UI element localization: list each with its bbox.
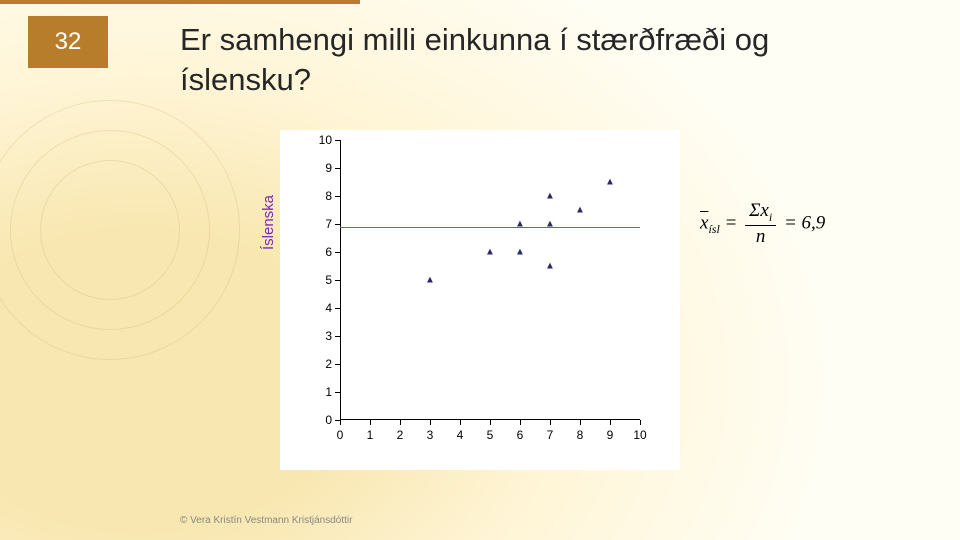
y-tick-label: 10 <box>319 133 332 147</box>
y-axis <box>340 140 341 420</box>
x-tick-label: 7 <box>547 428 554 442</box>
formula-rhs: 6,9 <box>802 212 826 233</box>
scatter-chart: 0 1 2 3 4 5 6 7 8 9 10 0 1 2 3 4 5 6 7 8 9 10 ▲ ▲ ▲ ▲ ▲ ▲ ▲ ▲ ▲ <box>280 130 680 470</box>
data-point: ▲ <box>485 247 495 258</box>
y-axis-title: Íslenska <box>260 195 277 250</box>
y-tick-label: 6 <box>325 245 332 259</box>
slide: 32 Er samhengi milli einkunna í stærðfræ… <box>0 0 960 540</box>
x-tick <box>400 420 401 425</box>
plot-area: 012345678910012345678910▲▲▲▲▲▲▲▲▲ <box>340 140 640 420</box>
formula-fraction: Σxi n <box>745 200 776 248</box>
x-tick <box>550 420 551 425</box>
x-tick-label: 6 <box>517 428 524 442</box>
x-tick <box>430 420 431 425</box>
y-tick-label: 1 <box>325 385 332 399</box>
y-tick-label: 5 <box>325 273 332 287</box>
mean-line <box>340 227 640 229</box>
y-tick <box>335 364 340 365</box>
x-tick-label: 4 <box>457 428 464 442</box>
data-point: ▲ <box>575 205 585 216</box>
y-tick <box>335 140 340 141</box>
y-tick <box>335 168 340 169</box>
data-point: ▲ <box>545 261 555 272</box>
y-tick <box>335 280 340 281</box>
y-tick-label: 2 <box>325 357 332 371</box>
y-tick <box>335 336 340 337</box>
x-tick-label: 8 <box>577 428 584 442</box>
x-tick <box>460 420 461 425</box>
x-tick <box>370 420 371 425</box>
formula-lhs-sub: ísl <box>708 222 719 236</box>
x-tick <box>610 420 611 425</box>
x-tick-label: 3 <box>427 428 434 442</box>
x-tick-label: 9 <box>607 428 614 442</box>
formula-num: Σx <box>749 200 769 221</box>
x-tick-label: 5 <box>487 428 494 442</box>
y-tick <box>335 224 340 225</box>
x-tick-label: 1 <box>367 428 374 442</box>
x-tick-label: 2 <box>397 428 404 442</box>
page-number-badge: 32 <box>28 16 108 68</box>
x-tick-label: 10 <box>633 428 646 442</box>
x-tick-label: 0 <box>337 428 344 442</box>
y-tick <box>335 252 340 253</box>
x-tick <box>340 420 341 425</box>
x-tick <box>490 420 491 425</box>
formula-num-sub: i <box>769 210 772 224</box>
y-tick <box>335 392 340 393</box>
slide-title: Er samhengi milli einkunna í stærðfræði … <box>180 20 900 101</box>
formula-den: n <box>745 226 776 248</box>
copyright: © Vera Kristín Vestmann Kristjánsdóttir <box>180 515 352 526</box>
x-tick <box>580 420 581 425</box>
y-tick-label: 9 <box>325 161 332 175</box>
x-tick <box>640 420 641 425</box>
data-point: ▲ <box>515 247 525 258</box>
y-tick-label: 0 <box>325 413 332 427</box>
x-tick <box>520 420 521 425</box>
y-tick <box>335 196 340 197</box>
y-tick-label: 7 <box>325 217 332 231</box>
y-tick-label: 4 <box>325 301 332 315</box>
mean-formula: xísl = Σxi n = 6,9 <box>700 200 825 248</box>
accent-bar <box>0 0 360 4</box>
data-point: ▲ <box>425 275 435 286</box>
y-tick-label: 8 <box>325 189 332 203</box>
data-point: ▲ <box>515 219 525 230</box>
y-tick-label: 3 <box>325 329 332 343</box>
page-number: 32 <box>55 28 82 56</box>
y-tick <box>335 308 340 309</box>
data-point: ▲ <box>545 219 555 230</box>
data-point: ▲ <box>605 177 615 188</box>
data-point: ▲ <box>545 191 555 202</box>
